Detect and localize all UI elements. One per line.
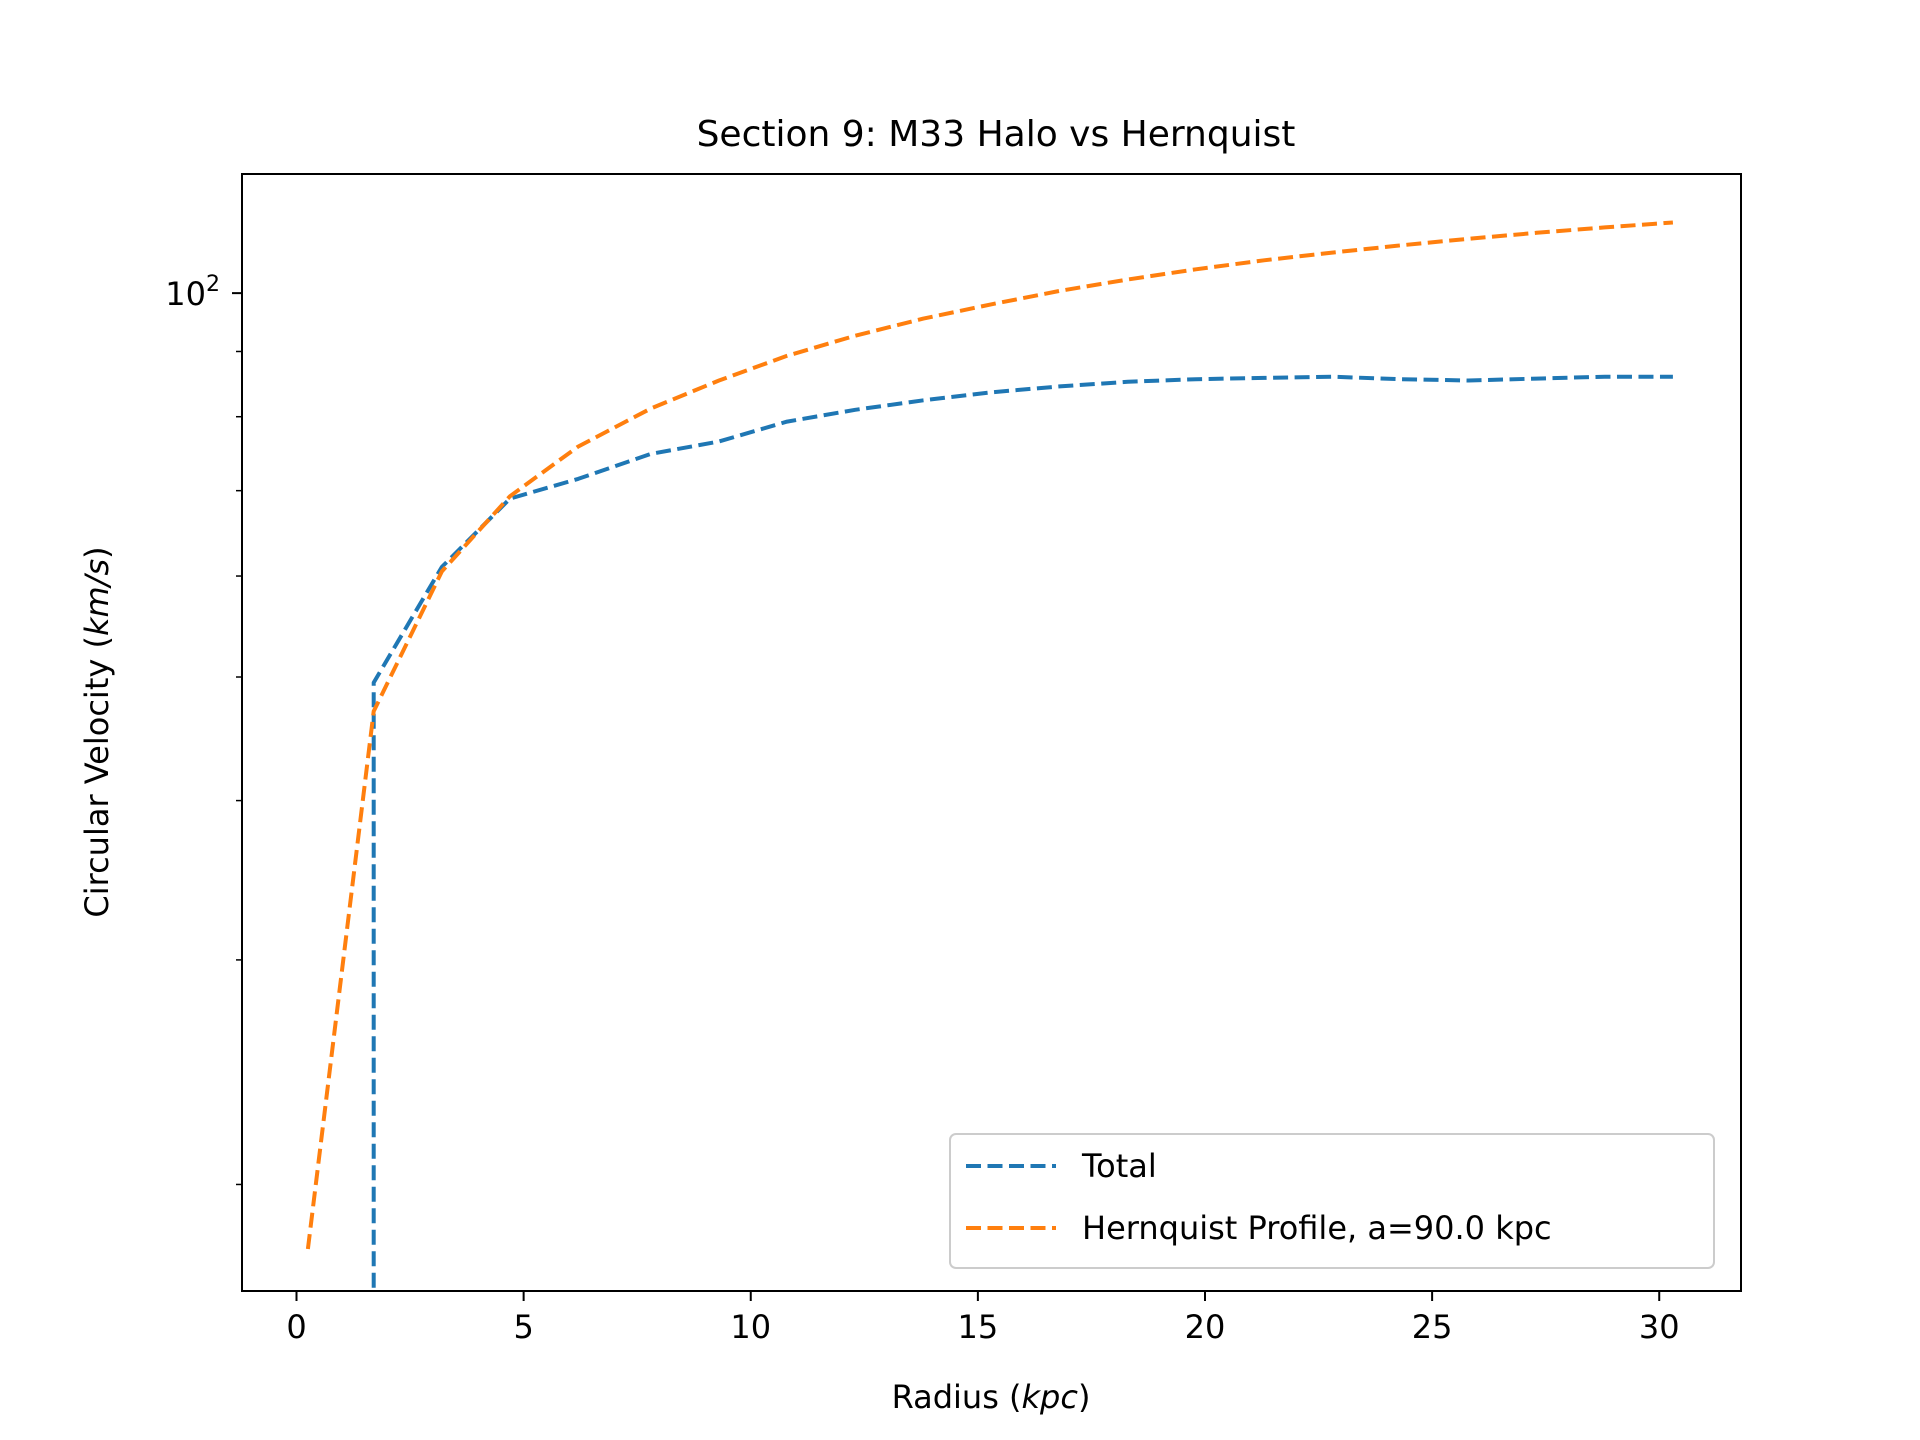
y-tick-label-exponent: 2 xyxy=(206,272,220,297)
x-axis-label: Radius (kpc) xyxy=(892,1378,1091,1416)
plot-frame xyxy=(241,173,1742,1292)
x-axis-label-text: Radius ( xyxy=(892,1378,1022,1416)
x-tick-label: 20 xyxy=(1185,1308,1226,1346)
y-axis: 102 xyxy=(165,272,242,1186)
x-tick-label: 10 xyxy=(730,1308,771,1346)
y-tick-label-base: 10 xyxy=(165,275,206,313)
series-layer xyxy=(305,220,1674,1288)
y-tick-label: 102 xyxy=(165,272,220,313)
x-tick-label: 30 xyxy=(1639,1308,1680,1346)
legend-label-total: Total xyxy=(1081,1147,1157,1185)
series-total-line xyxy=(371,374,1673,1288)
legend: Total Hernquist Profile, a=90.0 kpc xyxy=(949,1133,1715,1269)
y-axis-label-close: ) xyxy=(78,546,116,558)
x-tick-label: 0 xyxy=(286,1308,306,1346)
y-axis-label-var: km/s xyxy=(78,559,116,636)
x-axis-label-var: kpc xyxy=(1022,1378,1079,1416)
legend-label-hernquist: Hernquist Profile, a=90.0 kpc xyxy=(1082,1209,1552,1247)
legend-box xyxy=(949,1133,1715,1269)
x-tick-label: 25 xyxy=(1412,1308,1453,1346)
x-axis-label-close: ) xyxy=(1078,1378,1090,1416)
series-hernquist-profile-a-90-0-kpc-line xyxy=(305,220,1674,1250)
x-tick-label: 5 xyxy=(513,1308,533,1346)
x-axis: 0 5 10 15 20 25 30 xyxy=(286,1291,1680,1346)
chart-title: Section 9: M33 Halo vs Hernquist xyxy=(697,114,1296,155)
y-axis-label: Circular Velocity (km/s) xyxy=(78,546,116,917)
y-axis-label-text: Circular Velocity ( xyxy=(78,636,116,918)
x-tick-label: 15 xyxy=(958,1308,999,1346)
